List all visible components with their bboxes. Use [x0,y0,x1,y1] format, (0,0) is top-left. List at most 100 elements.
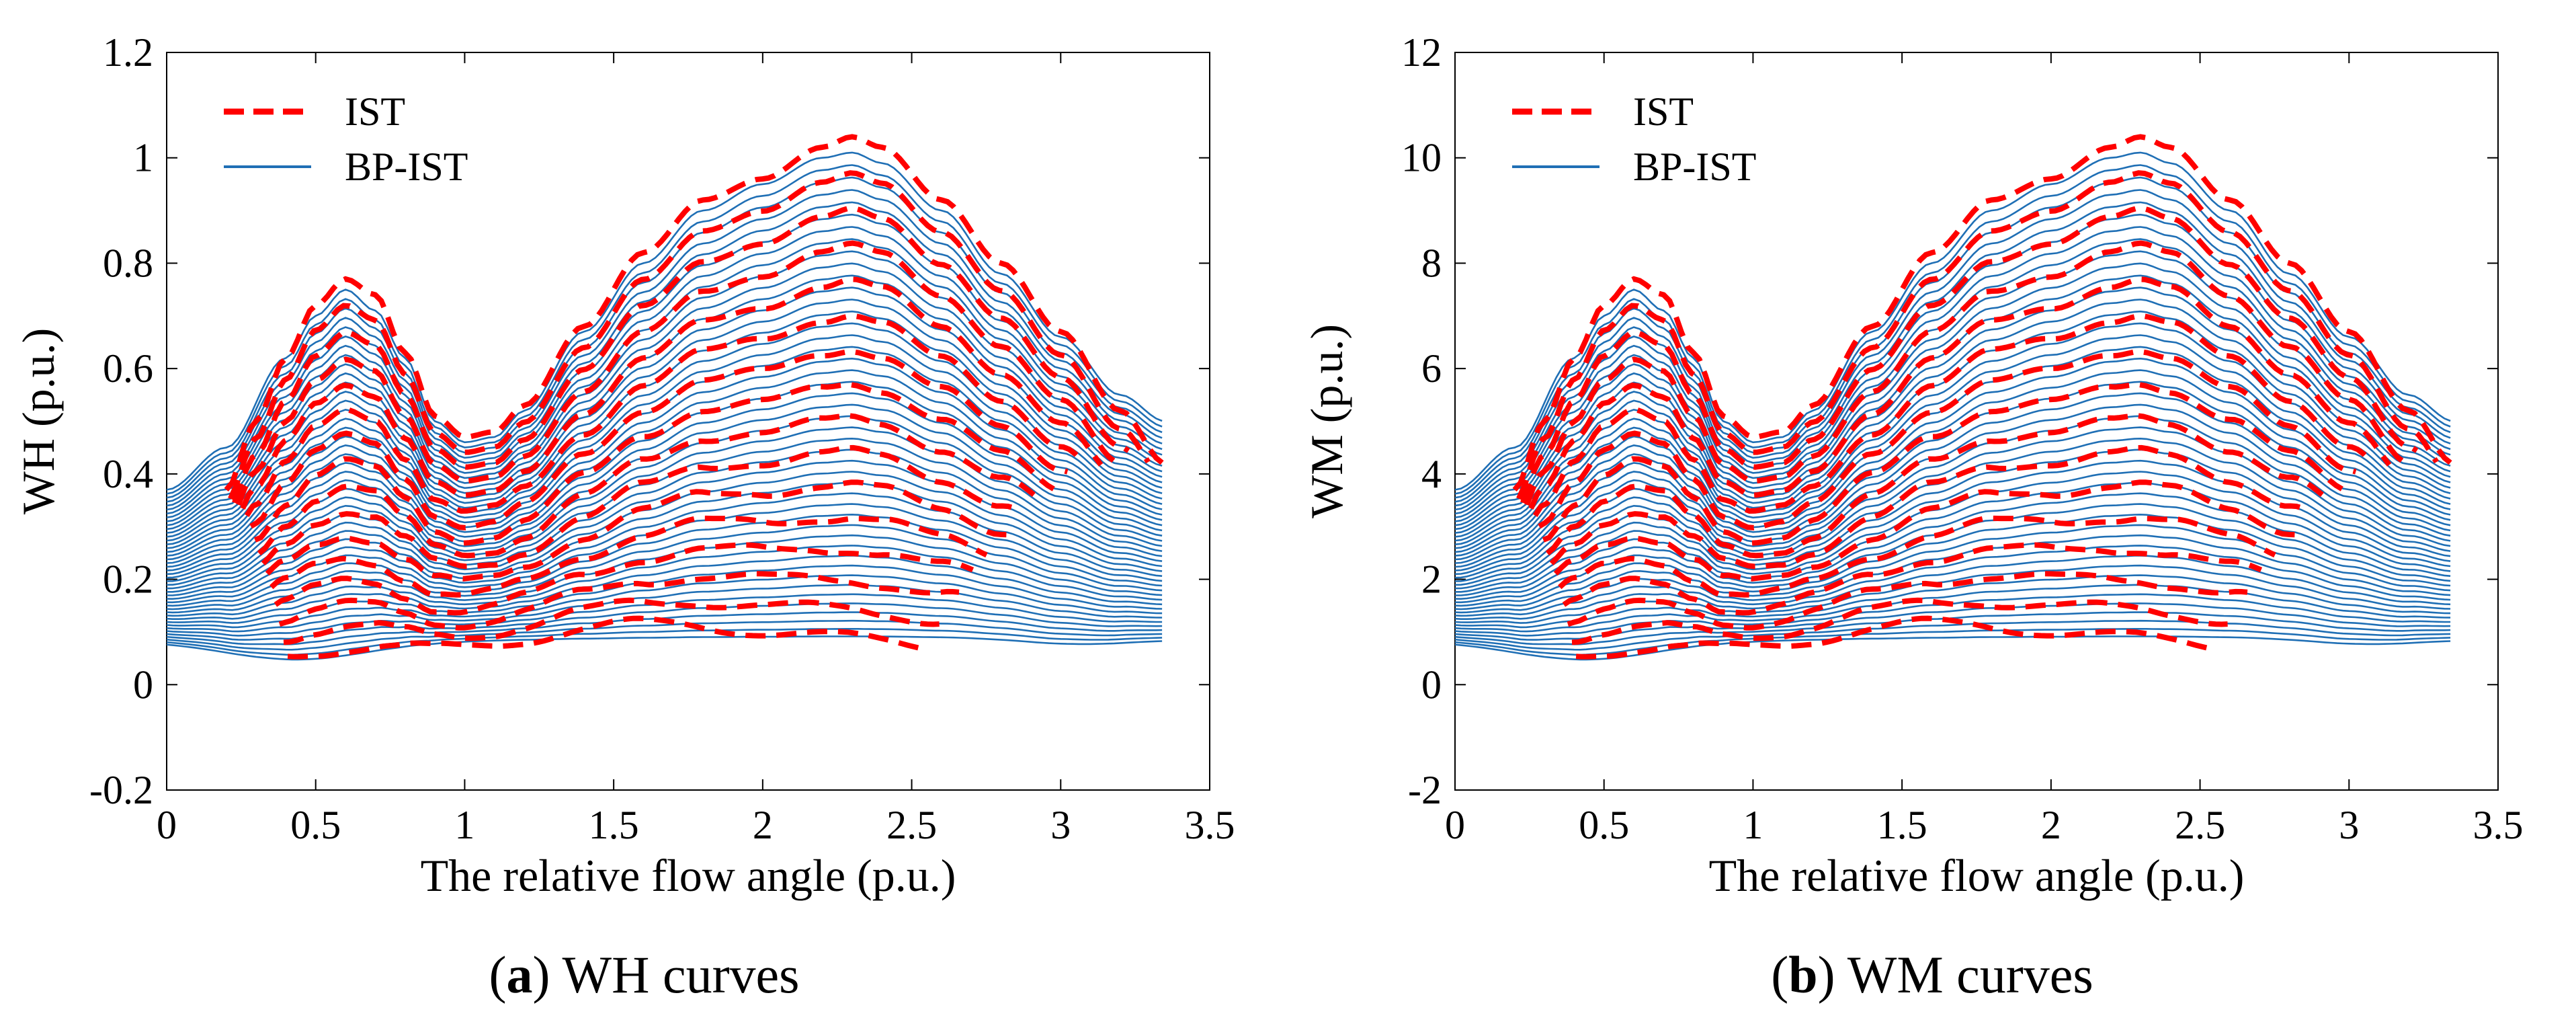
bp-ist-curve [1455,426,2451,579]
bp-ist-curve [167,299,1163,538]
bp-ist-curve [167,262,1163,526]
bp-ist-curve [1455,628,2451,656]
bp-ist-curve [1455,357,2451,557]
plot-frame [166,52,1210,791]
wh-chart: 0 0.5 1 1.5 2 2.5 3 3.5-0.200.20.40.60.811.2The… [13,30,1235,901]
x-tick-label: 3.5 [2473,803,2524,847]
series-group [1455,134,2452,661]
ist-curve [244,313,1083,517]
ist-curve [224,134,1164,492]
y-tick-label: 1.2 [103,30,153,75]
bp-ist-curve [1455,403,2451,572]
x-tick-label: 0 [1445,803,1465,847]
legend-bp-ist-label: BP-IST [345,145,468,189]
bp-ist-curve [1455,334,2451,549]
ist-curve [249,349,1069,530]
bp-ist-curve [167,492,1163,600]
bp-ist-curve [1455,437,2451,582]
caption-wh: (a) WH curves [489,945,800,1004]
ist-curve [269,515,988,598]
bp-ist-curve [167,619,1163,651]
x-tick-label: 2.5 [2175,803,2225,847]
caption-wm: (b) WM curves [1771,945,2093,1004]
ist-curve [287,615,926,660]
ist-curve [253,382,1055,546]
bp-ist-curve [1455,213,2451,511]
ist-curve [257,413,1036,559]
ist-curve [236,240,1117,506]
legend-bp-ist-label: BP-IST [1633,145,1756,189]
bp-ist-curve [1455,545,2451,617]
x-tick-label: 1 [1743,803,1763,847]
bp-ist-curve [1455,584,2451,633]
series-group [167,134,1164,661]
ist-curve [283,597,940,645]
ist-curve [1516,170,2439,500]
y-axis-label: WM (p.u.) [1301,324,1352,518]
bp-ist-curve [167,369,1163,561]
bp-ist-curve [1455,619,2451,651]
bp-ist-curve [167,555,1163,620]
bp-ist-curve [1455,392,2451,568]
bp-ist-curve [167,151,1163,491]
ist-curve [265,479,1007,582]
y-tick-label: 8 [1421,241,1442,285]
x-axis-label: The relative flow angle (p.u.) [1709,850,2245,901]
chart-panel-wm: 0 0.5 1 1.5 2 2.5 3 3.5 -2 0 2 4 6 8 10 12 The relative … [1288,0,2576,1022]
plot-frame [1454,52,2499,791]
bp-ist-curve [167,392,1163,568]
y-tick-label: 12 [1401,30,1442,75]
ist-curve [228,170,1151,500]
caption-letter: a [506,945,533,1004]
y-tick-label: 0 [1421,662,1442,707]
bp-ist-curve [1455,555,2451,620]
bp-ist-curve [1455,564,2451,624]
y-tick-label: 2 [1421,557,1442,602]
y-tick-label: 10 [1401,136,1442,180]
bp-ist-curve [167,164,1163,495]
bp-ist-curve [1455,574,2451,629]
bp-ist-curve [1455,286,2451,534]
x-tick-label: 1 [454,803,474,847]
bp-ist-curve [1455,164,2451,495]
ist-curve [274,542,974,616]
ist-curve [1512,134,2452,492]
bp-ist-curve [167,286,1163,534]
ist-curve [1545,413,2324,559]
x-tick-label: 0.5 [1579,803,1629,847]
x-axis-label: The relative flow angle (p.u.) [421,850,956,901]
bp-ist-curve [1455,151,2451,491]
bp-ist-curve [167,524,1163,611]
y-tick-label: 1 [133,136,153,180]
x-tick-label: 3.5 [1185,803,1235,847]
bp-ist-curve [1455,226,2451,515]
ist-curve [1567,571,2248,631]
bp-ist-curve [167,213,1163,511]
bp-ist-curve [167,357,1163,557]
y-tick-label: -0.2 [89,768,153,812]
chart-panel-wh: 0 0.5 1 1.5 2 2.5 3 3.5 -0.2 0 0.2 0.4 0.6 0.8 1 1.2 The… [13,30,1235,1004]
ist-curve [1571,597,2228,645]
bp-ist-curve [167,574,1163,629]
bp-ist-curve [1455,448,2451,586]
bp-ist-curve [167,189,1163,503]
legend-ist-label: IST [345,89,405,134]
x-tick-label: 3 [1050,803,1071,847]
bp-ist-curve [167,584,1163,633]
x-tick-label: 1.5 [1877,803,1927,847]
y-tick-label: 0.4 [103,452,153,496]
ist-curve [1553,479,2295,582]
bp-ist-curve [167,448,1163,586]
bp-ist-curve [167,513,1163,607]
y-tick-label: 4 [1421,452,1442,496]
x-tick-label: 3 [2339,803,2359,847]
ist-curve [1558,515,2276,598]
bp-ist-curve [1455,492,2451,600]
bp-ist-curve [167,426,1163,579]
bp-ist-curve [167,564,1163,624]
bp-ist-curve [167,545,1163,617]
ist-curve [1542,382,2343,546]
y-axis-label: WH (p.u.) [13,328,64,515]
y-tick-label: -2 [1408,768,1442,812]
